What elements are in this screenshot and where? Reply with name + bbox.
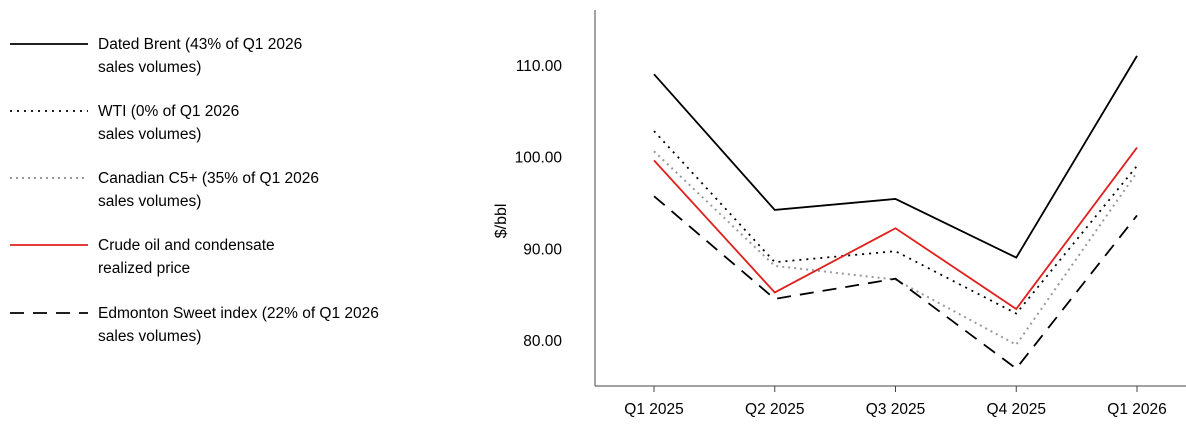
chart-labels: Q1 2025 Q2 2025 Q3 2025 Q4 2025 Q1 2026 80.00… [493,58,1167,418]
y-axis-title: $/bbl [493,204,510,239]
legend-item: WTI (0% of Q1 2026 sales volumes) [0,100,470,150]
legend-swatch [10,43,88,45]
legend-swatch [10,244,88,246]
series-line-4 [653,195,1138,370]
legend-swatch [10,177,88,179]
legend-item: Crude oil and condensate realized price [0,234,470,284]
x-tick-label: Q2 2025 [745,401,804,418]
x-tick-label: Q4 2025 [987,401,1046,418]
legend-label: Dated Brent (43% of Q1 2026 sales volume… [98,36,303,76]
x-tick-label: Q1 2025 [624,401,683,418]
legend-swatch [10,312,88,314]
legend-item: Edmonton Sweet index (22% of Q1 2026 sal… [0,302,470,352]
x-tick-label: Q1 2026 [1107,401,1166,418]
series-line-3 [653,147,1138,311]
y-tick-label: 80.00 [523,333,562,350]
legend-label: Canadian C5+ (35% of Q1 2026 sales volum… [98,170,320,210]
x-tick-label: Q3 2025 [866,401,925,418]
y-tick-label: 90.00 [523,241,562,258]
series-line-2 [653,150,1138,347]
legend-label: Edmonton Sweet index (22% of Q1 2026 sal… [98,305,379,345]
legend-item: Canadian C5+ (35% of Q1 2026 sales volum… [0,167,470,217]
y-tick-label: 110.00 [516,58,563,75]
series-line-1 [653,130,1138,315]
chart-series-lines [653,55,1138,370]
legend-swatch [10,110,88,112]
legend-label: Crude oil and condensate realized price [98,237,275,277]
legend-label: WTI (0% of Q1 2026 sales volumes) [98,103,240,143]
series-line-0 [653,55,1138,259]
legend-item: Dated Brent (43% of Q1 2026 sales volume… [0,33,470,83]
y-tick-label: 100.00 [515,150,563,167]
chart-legend: Dated Brent (43% of Q1 2026 sales volume… [0,0,470,427]
chart-axes [594,10,1186,392]
line-chart: Q1 2025 Q2 2025 Q3 2025 Q4 2025 Q1 2026 80.00… [493,10,1186,418]
